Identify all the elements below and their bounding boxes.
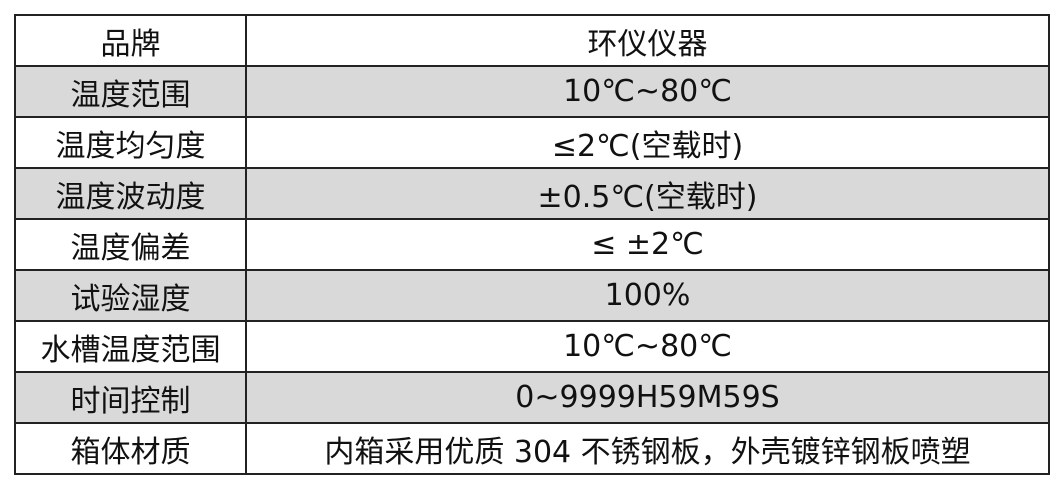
row-label: 温度范围 [14,65,247,118]
row-label: 试验湿度 [14,269,247,322]
table-row: 试验湿度 100% [14,269,1050,322]
row-label: 水槽温度范围 [14,320,247,373]
row-label: 温度波动度 [14,167,247,220]
spec-table: 品牌 环仪仪器 温度范围 10℃~80℃ 温度均匀度 ≤2℃(空载时) 温度波动度 ±0.5℃… [14,14,1050,475]
row-value: 0~9999H59M59S [245,371,1050,424]
row-value: ≤2℃(空载时) [245,116,1050,169]
row-value: 10℃~80℃ [245,320,1050,373]
table-row: 品牌 环仪仪器 [14,14,1050,67]
table-row: 温度均匀度 ≤2℃(空载时) [14,116,1050,169]
row-value: 10℃~80℃ [245,65,1050,118]
table-row: 温度偏差 ≤ ±2℃ [14,218,1050,271]
row-value: ±0.5℃(空载时) [245,167,1050,220]
table-row: 水槽温度范围 10℃~80℃ [14,320,1050,373]
row-label: 温度偏差 [14,218,247,271]
row-label: 品牌 [14,14,247,67]
table-row: 时间控制 0~9999H59M59S [14,371,1050,424]
table-row: 温度范围 10℃~80℃ [14,65,1050,118]
row-value: ≤ ±2℃ [245,218,1050,271]
row-label: 箱体材质 [14,422,247,475]
table-row: 温度波动度 ±0.5℃(空载时) [14,167,1050,220]
table-container: 品牌 环仪仪器 温度范围 10℃~80℃ 温度均匀度 ≤2℃(空载时) 温度波动度 ±0.5℃… [14,14,1050,475]
table-body: 品牌 环仪仪器 温度范围 10℃~80℃ 温度均匀度 ≤2℃(空载时) 温度波动度 ±0.5℃… [14,14,1050,475]
row-value: 内箱采用优质 304 不锈钢板，外壳镀锌钢板喷塑 [245,422,1050,475]
row-label: 时间控制 [14,371,247,424]
row-value: 100% [245,269,1050,322]
row-value: 环仪仪器 [245,14,1050,67]
row-label: 温度均匀度 [14,116,247,169]
table-row: 箱体材质 内箱采用优质 304 不锈钢板，外壳镀锌钢板喷塑 [14,422,1050,475]
